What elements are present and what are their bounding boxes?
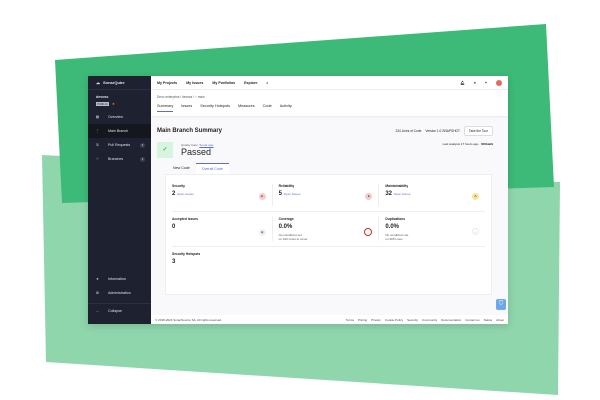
- sidebar-item-branches[interactable]: ⑂ Branches 1: [96, 156, 145, 162]
- metric-security-hotspots[interactable]: Security Hotspots 3: [172, 252, 201, 265]
- footer-link[interactable]: Documentation: [441, 317, 462, 322]
- tab-security-hotspots[interactable]: Security Hotspots: [200, 104, 230, 108]
- footer-link[interactable]: Security: [407, 317, 418, 322]
- rating-badge: E: [258, 193, 266, 200]
- nav-explore[interactable]: Explore: [244, 80, 258, 85]
- arrow-left-icon: ←: [95, 308, 100, 313]
- pull-request-icon: ⇅: [95, 143, 99, 147]
- tab-activity[interactable]: Activity: [279, 104, 292, 108]
- nav-my-projects[interactable]: My Projects: [157, 80, 178, 85]
- nav-my-issues[interactable]: My Issues: [186, 80, 204, 85]
- app-window: ☁ SonarQube devoss PUBLIC ★ ▤ Overview ⋮ Mai…: [88, 76, 508, 324]
- plus-icon[interactable]: +: [484, 80, 487, 85]
- collapse-button[interactable]: ← Collapse: [88, 303, 151, 317]
- footer-link[interactable]: Contact us: [465, 317, 480, 322]
- footer-link[interactable]: Privacy: [371, 317, 381, 322]
- info-icon: ●: [96, 277, 99, 281]
- footer-link[interactable]: Pricing: [357, 317, 368, 322]
- sidebar-item-main-branch[interactable]: ⋮ Main Branch: [88, 124, 151, 138]
- help-icon[interactable]: ●: [473, 80, 476, 85]
- page-title: Main Branch Summary: [157, 128, 223, 134]
- nav-my-portfolios[interactable]: My Portfolios: [212, 80, 236, 85]
- quality-gate-status: Passed: [181, 147, 212, 157]
- top-nav: My Projects My Issues My Portfolios Expl…: [151, 76, 508, 90]
- footer-link[interactable]: Cookie Policy: [384, 317, 404, 322]
- overview-icon: ▤: [95, 115, 100, 119]
- visibility-badge: PUBLIC: [96, 102, 109, 106]
- search-icon[interactable]: ⌕: [266, 80, 269, 85]
- metric-accepted-issues[interactable]: Accepted issues 0 ▣: [172, 217, 272, 241]
- main-area: My Projects My Issues My Portfolios Expl…: [151, 76, 508, 324]
- project-name: devoss: [96, 95, 109, 99]
- sidebar: ☁ SonarQube devoss PUBLIC ★ ▤ Overview ⋮ Mai…: [88, 76, 151, 324]
- breadcrumb[interactable]: Devo enterprise / devoss / ⑂ main: [157, 95, 205, 99]
- commit-hash[interactable]: 000bab9: [480, 142, 493, 146]
- metric-reliability[interactable]: Reliability 5 Open issues E: [271, 184, 379, 206]
- avatar[interactable]: [496, 79, 502, 86]
- branch-icon: ⋮: [95, 129, 100, 133]
- coverage-ring-icon: [364, 228, 373, 236]
- metric-maintainability[interactable]: Maintainability 32 Open issues A: [378, 184, 485, 206]
- footer: © 2018-2024 SonarSource SA. All rights r…: [151, 315, 508, 324]
- tab-code[interactable]: Code: [262, 104, 272, 108]
- sidebar-item-administration[interactable]: ⚙ Administration: [95, 291, 131, 295]
- lines-of-code: 234 Lines of Code: [395, 129, 422, 133]
- tab-overall-code[interactable]: Overall Code: [195, 163, 229, 174]
- metrics-card: Security 2 Open issues E Reliability 5 Open…: [165, 174, 492, 295]
- project-header: Devo enterprise / devoss / ⑂ main Summar…: [151, 90, 508, 116]
- cloud-icon: ☁: [96, 80, 100, 85]
- last-analysis: Last analysis 17 hours ago: [442, 142, 479, 146]
- sidebar-item-pull-requests[interactable]: ⇅ Pull Requests 0: [95, 142, 145, 148]
- copyright: © 2018-2024 SonarSource SA. All rights r…: [155, 317, 222, 322]
- metric-security[interactable]: Security 2 Open issues E: [172, 184, 272, 206]
- quality-gate-link[interactable]: Sonar way: [199, 143, 214, 147]
- shield-icon[interactable]: ⛉: [496, 299, 506, 310]
- tab-summary[interactable]: Summary: [157, 104, 174, 112]
- tab-issues[interactable]: Issues: [181, 104, 193, 108]
- footer-link[interactable]: Terms: [345, 317, 354, 322]
- footer-link[interactable]: Status: [483, 317, 493, 322]
- star-icon[interactable]: ★: [111, 102, 116, 106]
- footer-link[interactable]: Community: [421, 317, 438, 322]
- tab-new-code[interactable]: New Code: [173, 166, 190, 170]
- branches-icon: ⑂: [96, 157, 99, 161]
- notifications-icon[interactable]: 🔔︎: [460, 80, 465, 85]
- footer-link[interactable]: About: [496, 317, 504, 322]
- metric-coverage[interactable]: Coverage 0.0% No conditions set on 106 Line…: [271, 217, 379, 241]
- sidebar-item-overview[interactable]: ▤ Overview: [95, 115, 123, 119]
- duplication-dot-icon: •: [472, 228, 480, 235]
- version: Version 1.0-SNAPSHOT: [425, 129, 460, 133]
- rating-badge: A: [472, 193, 480, 200]
- rating-badge: E: [365, 193, 373, 200]
- gear-icon: ⚙: [95, 291, 100, 295]
- take-tour-button[interactable]: Take the Tour: [463, 126, 493, 136]
- sidebar-item-information[interactable]: ● Information: [96, 277, 126, 281]
- quality-gate: ✓ Quality Gate: Sonar way Passed Last an…: [157, 142, 493, 158]
- check-icon: ✓: [157, 142, 173, 158]
- accepted-icon: ▣: [258, 229, 266, 236]
- metric-duplications[interactable]: Duplications 0.0% No conditions set on 905 …: [378, 217, 485, 241]
- logo: ☁ SonarQube: [88, 76, 151, 90]
- tab-measures[interactable]: Measures: [238, 104, 255, 108]
